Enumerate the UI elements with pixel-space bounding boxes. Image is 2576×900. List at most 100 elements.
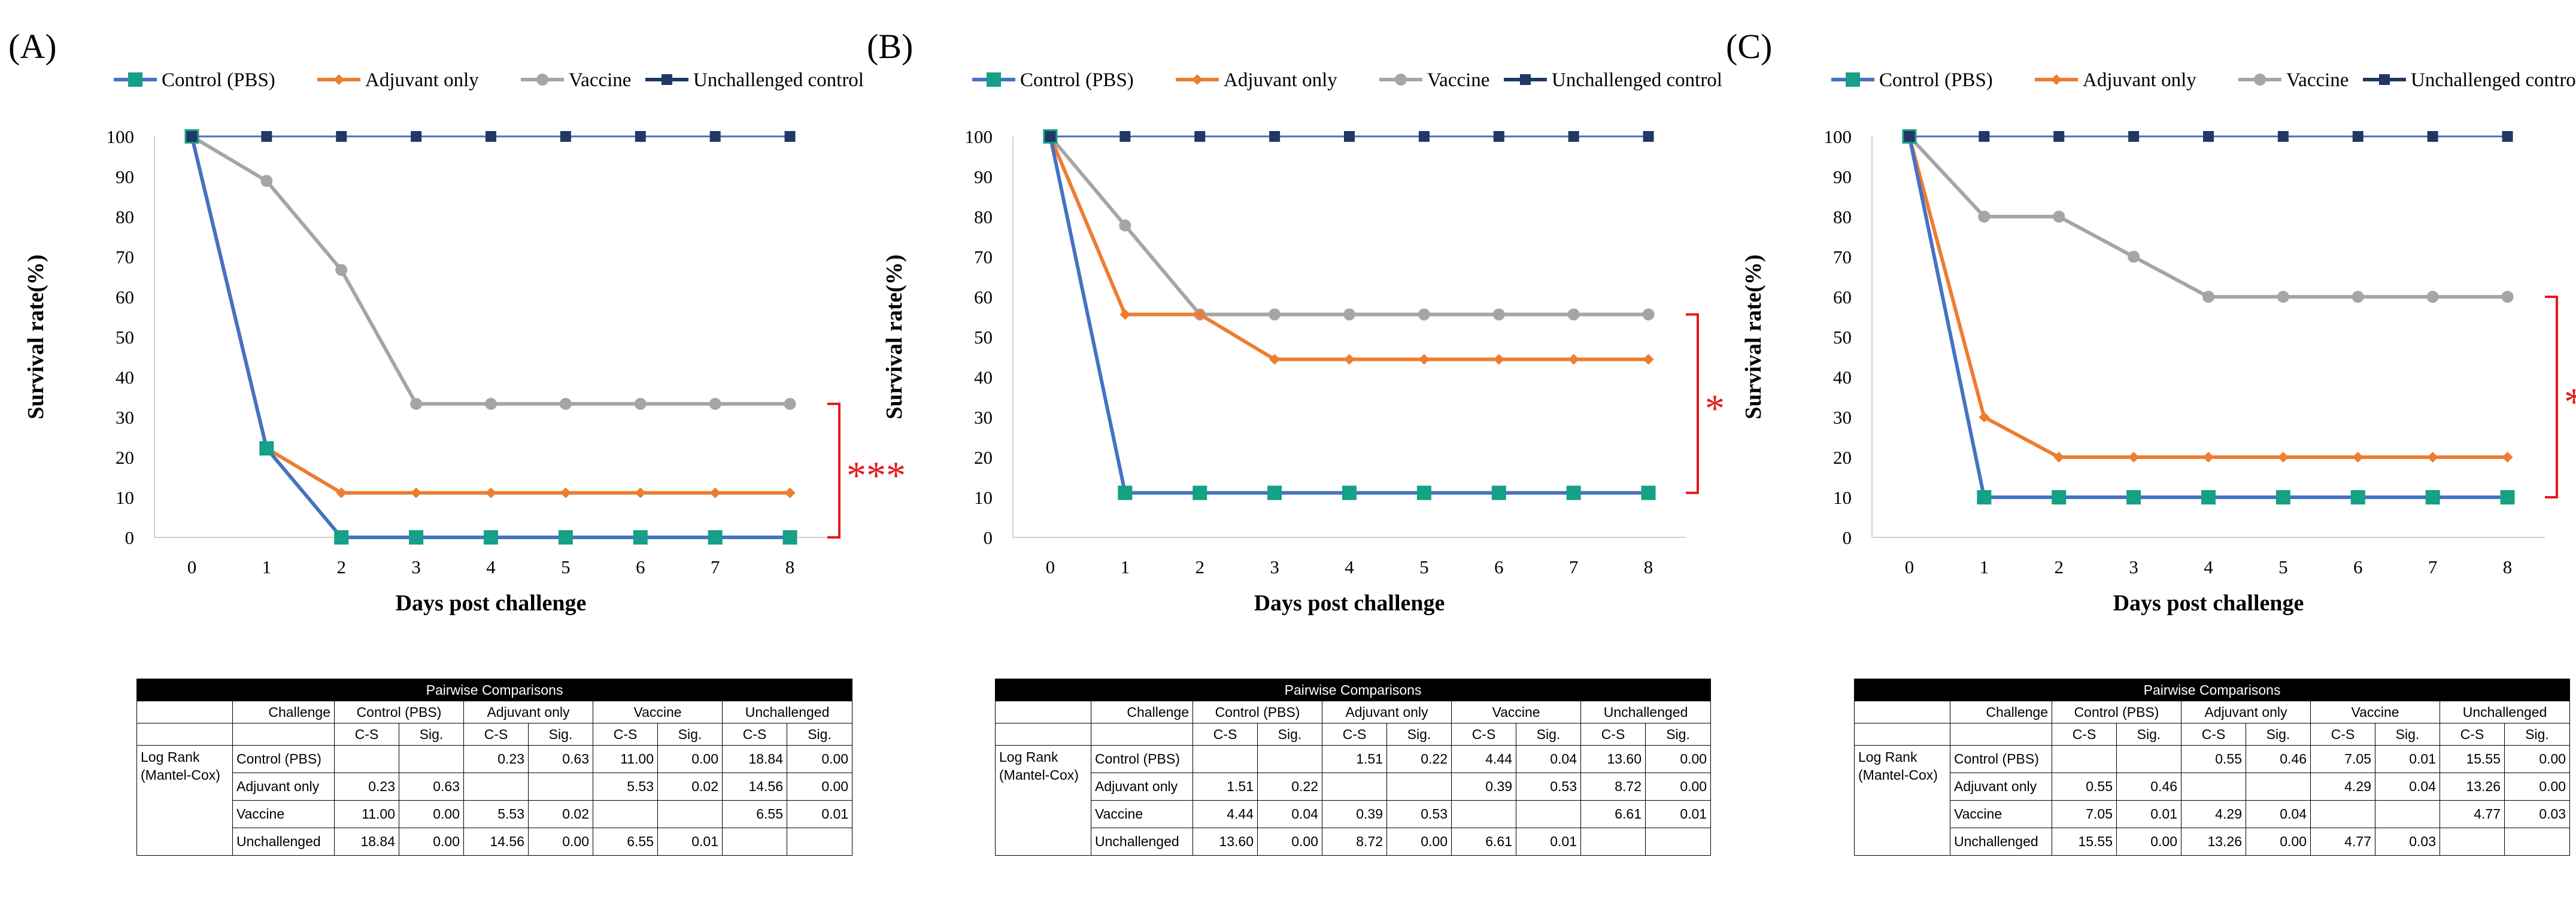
panel-2: (C) Control (PBS) Adjuvant only Vaccine Unch… (1718, 0, 2576, 900)
sub-header-cs: C-S (2440, 723, 2505, 746)
legend-label: Unchallenged control (1552, 69, 1722, 91)
data-point (2277, 291, 2289, 303)
table-corner (995, 701, 1091, 723)
table-row: Vaccine 4.44 0.04 0.39 0.53 6.61 0.01 (996, 800, 1712, 828)
data-point (634, 397, 647, 410)
y-tick-label: 20 (1833, 447, 1852, 468)
x-tick-label: 3 (2129, 557, 2138, 577)
table-cell (2181, 773, 2246, 801)
y-tick-label: 10 (974, 487, 993, 508)
x-tick-label: 3 (411, 557, 421, 577)
x-tick-label: 2 (1195, 557, 1204, 577)
data-point (2425, 490, 2440, 504)
table-cell: 0.00 (2504, 773, 2571, 801)
row-label: Control (PBS) (232, 745, 335, 773)
row-label: Unchallenged (1950, 828, 2052, 856)
table-row: Adjuvant only 0.23 0.63 5.53 0.02 14.56 0.00 (137, 773, 853, 801)
row-label: Vaccine (232, 800, 335, 828)
table-cell: 1.51 (1193, 773, 1258, 801)
legend-marker (987, 72, 1001, 87)
column-header: Vaccine (2310, 701, 2440, 723)
table-corner (232, 723, 335, 746)
series-line (190, 135, 790, 406)
pairwise-table: Pairwise Comparisons Challenge Control (PB… (994, 679, 1712, 856)
sub-header-sig: Sig. (786, 723, 853, 746)
data-point (2128, 131, 2140, 142)
table-cell: 0.00 (399, 800, 464, 828)
column-header: Unchallenged (2439, 701, 2571, 723)
table-cell: 4.29 (2181, 800, 2246, 828)
table-cell: 0.01 (786, 800, 853, 828)
table-cell: 0.53 (1516, 773, 1581, 801)
sub-header-sig: Sig. (2504, 723, 2571, 746)
table-row: Vaccine 7.05 0.01 4.29 0.04 4.77 0.03 (1855, 800, 2571, 828)
sub-header-sig: Sig. (399, 723, 464, 746)
series-vaccine (186, 130, 796, 410)
table-cell: 5.53 (593, 773, 658, 801)
data-point (1119, 131, 1131, 142)
data-point (484, 530, 498, 545)
table-cell (2310, 800, 2375, 828)
table-cell: 6.55 (722, 800, 787, 828)
series-line (1048, 135, 1649, 361)
data-point (635, 131, 646, 142)
series-adjuvant-only (1904, 131, 2513, 463)
significance-label: *** (846, 454, 906, 497)
sub-header-cs: C-S (1193, 723, 1258, 746)
data-point (1641, 485, 1656, 500)
y-tick-label: 70 (116, 247, 134, 267)
data-point (336, 131, 347, 142)
table-cell: 8.72 (1580, 773, 1646, 801)
table-cell (1516, 800, 1581, 828)
table-cell: 0.55 (2052, 773, 2117, 801)
data-point (2352, 131, 2363, 142)
x-tick-label: 7 (2428, 557, 2438, 577)
data-point (1979, 412, 1990, 422)
y-tick-label: 60 (1833, 287, 1852, 308)
y-tick-label: 80 (974, 206, 993, 227)
table-cell: 0.03 (2504, 800, 2571, 828)
data-point (2128, 452, 2140, 463)
y-tick-label: 100 (965, 126, 993, 147)
table-corner (1091, 723, 1193, 746)
x-tick-label: 5 (1419, 557, 1429, 577)
data-point (1979, 131, 1990, 142)
data-point (2352, 452, 2363, 463)
table-cell: 0.01 (1516, 828, 1581, 856)
row-label: Adjuvant only (1091, 773, 1193, 801)
sub-header-cs: C-S (722, 723, 787, 746)
table-cell: 0.04 (1257, 800, 1322, 828)
x-tick-label: 8 (2503, 557, 2513, 577)
series-line (190, 136, 790, 495)
data-point (2502, 131, 2513, 142)
x-tick-label: 4 (486, 557, 496, 577)
data-point (560, 487, 571, 498)
legend-label: Unchallenged control (2411, 69, 2576, 91)
data-point (336, 487, 347, 498)
y-tick-label: 80 (116, 206, 134, 227)
legend-marker (333, 74, 344, 85)
table-corner (1854, 701, 1950, 723)
data-point (2500, 490, 2515, 504)
y-tick-label: 30 (974, 407, 993, 428)
table-cell: 4.77 (2440, 800, 2505, 828)
x-tick-label: 6 (636, 557, 645, 577)
table-cell: 0.01 (1644, 800, 1712, 828)
data-point (1493, 131, 1504, 142)
survival-chart: Control (PBS) Adjuvant only Vaccine Unchall… (882, 69, 1725, 616)
data-point (411, 487, 422, 498)
data-point (2352, 291, 2364, 303)
table-cell: 0.39 (1322, 800, 1387, 828)
table-cell: 13.26 (2181, 828, 2246, 856)
y-tick-label: 100 (107, 126, 135, 147)
y-tick-label: 10 (1833, 487, 1852, 508)
table-cell: 5.53 (463, 800, 529, 828)
table-cell: 0.22 (1386, 745, 1452, 773)
legend-marker (536, 74, 548, 86)
data-point (2427, 452, 2438, 463)
table-cell (2052, 745, 2117, 773)
series-unchallenged-control (1045, 131, 1654, 142)
series-adjuvant-only (186, 131, 796, 498)
table-cell (1193, 745, 1258, 773)
table-row: Log Rank (Mantel-Cox) Control (PBS) 1.51 0.… (995, 745, 1712, 856)
